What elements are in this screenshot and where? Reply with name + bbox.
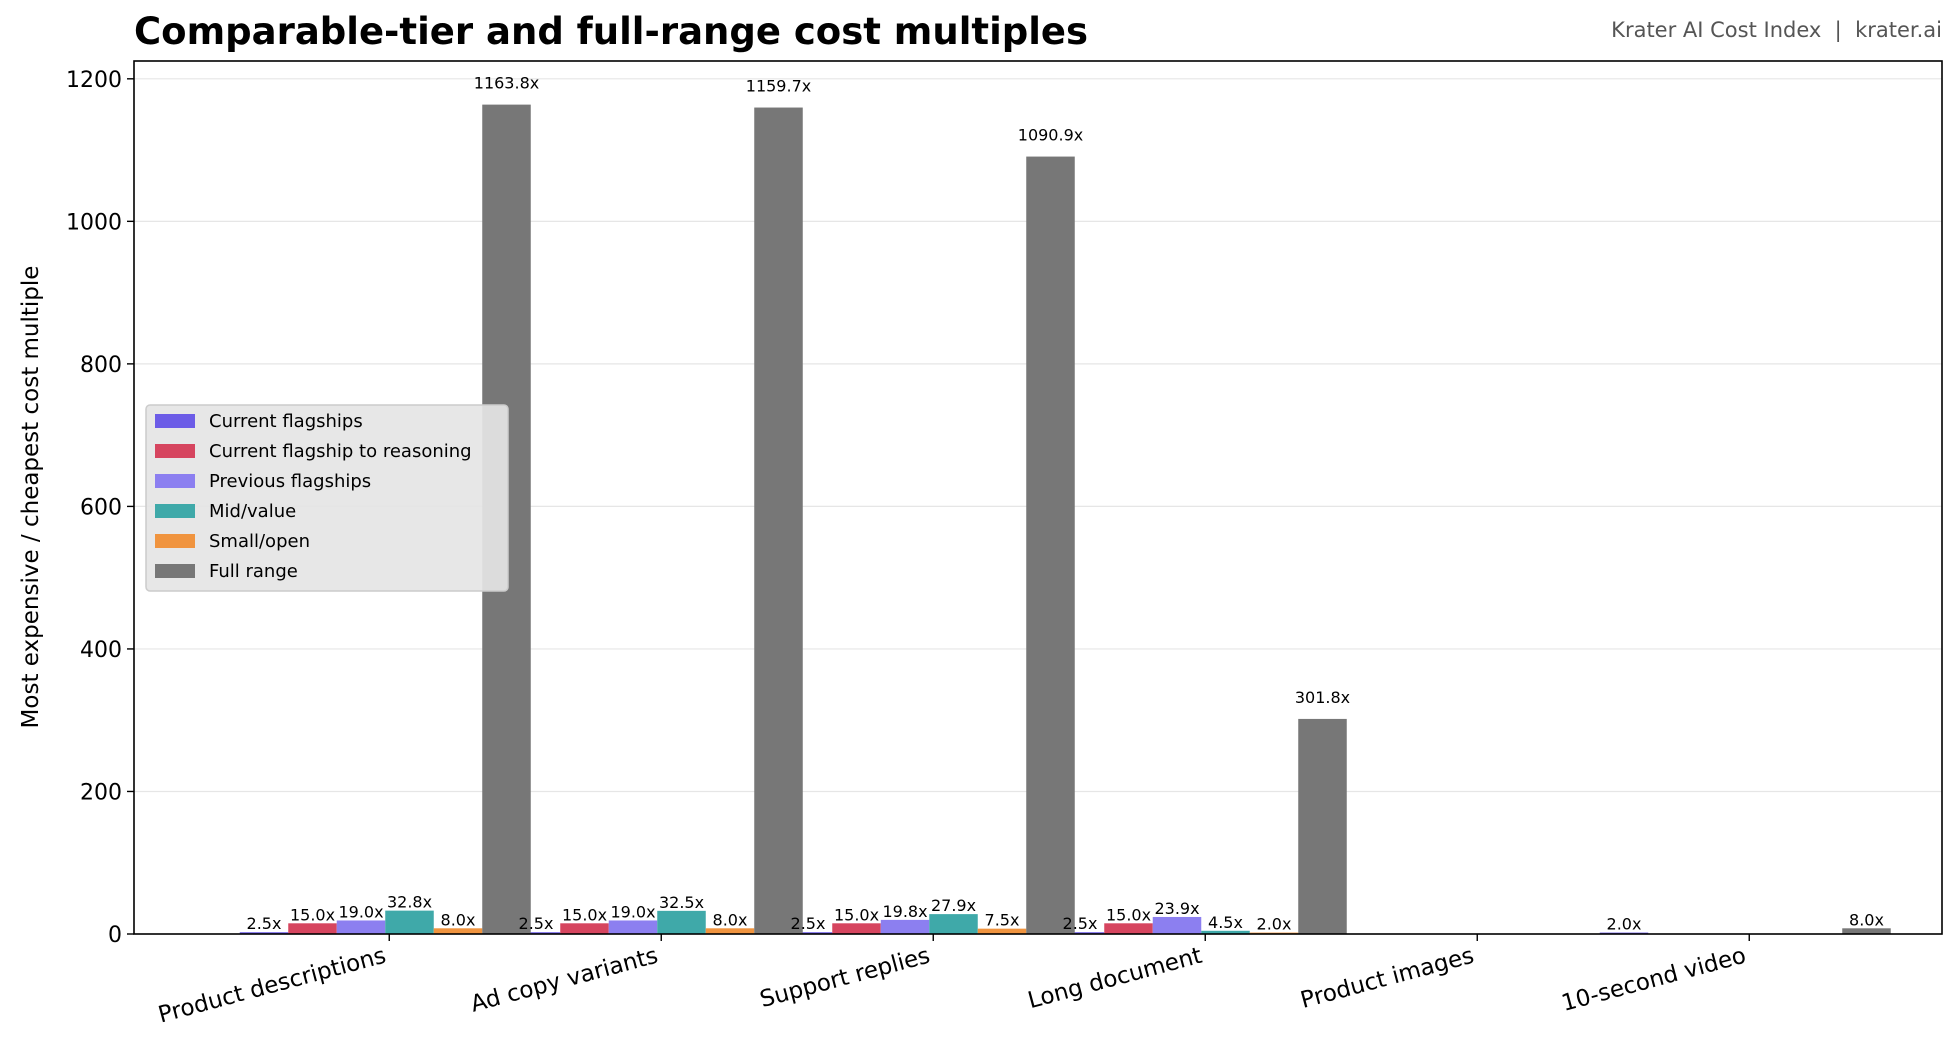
x-tick-label: Product images xyxy=(1298,943,1477,1014)
bar xyxy=(239,932,289,934)
x-tick-label: Long document xyxy=(1025,943,1205,1014)
x-tick-label: Ad copy variants xyxy=(468,943,661,1018)
legend-swatch xyxy=(155,564,195,578)
legend-swatch xyxy=(155,414,195,428)
y-axis: 0 200 400 600 800 1000 1200 xyxy=(66,68,134,948)
legend-label: Current flagship to reasoning xyxy=(209,441,472,462)
data-label: 1090.9x xyxy=(1018,126,1083,145)
data-label: 19.8x xyxy=(882,902,927,921)
x-tick-label: Product descriptions xyxy=(156,943,389,1029)
bar xyxy=(336,920,386,934)
data-label: 19.0x xyxy=(610,902,655,921)
data-label: 2.5x xyxy=(1063,914,1098,933)
data-label: 32.5x xyxy=(659,893,704,912)
bar xyxy=(1026,156,1075,934)
data-label: 15.0x xyxy=(1106,905,1151,924)
legend-label: Full range xyxy=(209,561,298,582)
bar xyxy=(1201,930,1250,934)
data-label: 8.0x xyxy=(441,910,476,929)
bar xyxy=(783,932,833,934)
bar xyxy=(754,107,803,934)
bar xyxy=(511,932,561,934)
legend-label: Current flagships xyxy=(209,411,363,432)
y-tick-label: 400 xyxy=(80,638,122,663)
bar xyxy=(705,928,755,934)
bar xyxy=(1842,928,1891,934)
y-axis-label: Most expensive / cheapest cost multiple xyxy=(18,266,44,729)
bar xyxy=(1055,932,1105,934)
legend-label: Mid/value xyxy=(209,501,296,522)
bar xyxy=(385,910,434,934)
data-label: 4.5x xyxy=(1208,913,1243,932)
legend-swatch xyxy=(155,474,195,488)
data-label: 19.0x xyxy=(338,902,383,921)
chart-title: Comparable-tier and full-range cost mult… xyxy=(134,10,1088,53)
data-label: 2.0x xyxy=(1607,915,1642,934)
legend-label: Small/open xyxy=(209,531,310,552)
data-label: 27.9x xyxy=(931,896,976,915)
data-label: 32.8x xyxy=(387,893,432,912)
x-tick-label: Support replies xyxy=(757,943,933,1013)
data-label: 2.5x xyxy=(247,914,282,933)
y-tick-label: 1200 xyxy=(66,68,122,93)
data-label: 2.5x xyxy=(519,914,554,933)
bar xyxy=(560,923,609,934)
bar xyxy=(433,928,483,934)
x-tick-label: 10-second video xyxy=(1559,943,1749,1017)
legend: Current flagships Current flagship to rea… xyxy=(145,404,509,592)
data-label: 1159.7x xyxy=(746,77,811,96)
y-tick-label: 0 xyxy=(108,923,122,948)
legend-box xyxy=(145,404,509,592)
bar xyxy=(1152,916,1202,934)
bar xyxy=(608,920,658,934)
x-axis: Product descriptions Ad copy variants Supp… xyxy=(156,934,1750,1028)
data-label: 15.0x xyxy=(562,905,607,924)
data-label: 7.5x xyxy=(985,911,1020,930)
bar xyxy=(929,914,978,934)
brand-label: Krater AI Cost Index | krater.ai xyxy=(1611,18,1942,43)
plot-frame xyxy=(133,60,1943,935)
y-tick-label: 200 xyxy=(80,780,122,805)
bars xyxy=(239,104,1891,934)
data-label: 1163.8x xyxy=(474,74,539,93)
legend-swatch xyxy=(155,504,195,518)
data-label: 2.5x xyxy=(791,914,826,933)
data-labels: 2.5x 2.5x 2.5x 2.5x 2.0x 15.0x 15.0x 15.0x 15.0x… xyxy=(247,74,1884,934)
bar xyxy=(832,923,881,934)
bar xyxy=(288,923,337,934)
data-label: 2.0x xyxy=(1257,915,1292,934)
legend-label: Previous flagships xyxy=(209,471,371,492)
y-tick-label: 600 xyxy=(80,495,122,520)
data-label: 301.8x xyxy=(1295,688,1350,707)
data-label: 15.0x xyxy=(290,905,335,924)
legend-swatch xyxy=(155,444,195,458)
bar xyxy=(880,919,930,934)
data-label: 15.0x xyxy=(834,905,879,924)
bar xyxy=(657,910,706,934)
bar xyxy=(1104,923,1153,934)
bar xyxy=(1298,718,1347,934)
bar xyxy=(977,928,1027,934)
data-label: 8.0x xyxy=(1849,910,1884,929)
y-tick-label: 800 xyxy=(80,353,122,378)
data-label: 8.0x xyxy=(713,910,748,929)
y-tick-label: 1000 xyxy=(66,210,122,235)
legend-swatch xyxy=(155,534,195,548)
data-label: 23.9x xyxy=(1154,899,1199,918)
